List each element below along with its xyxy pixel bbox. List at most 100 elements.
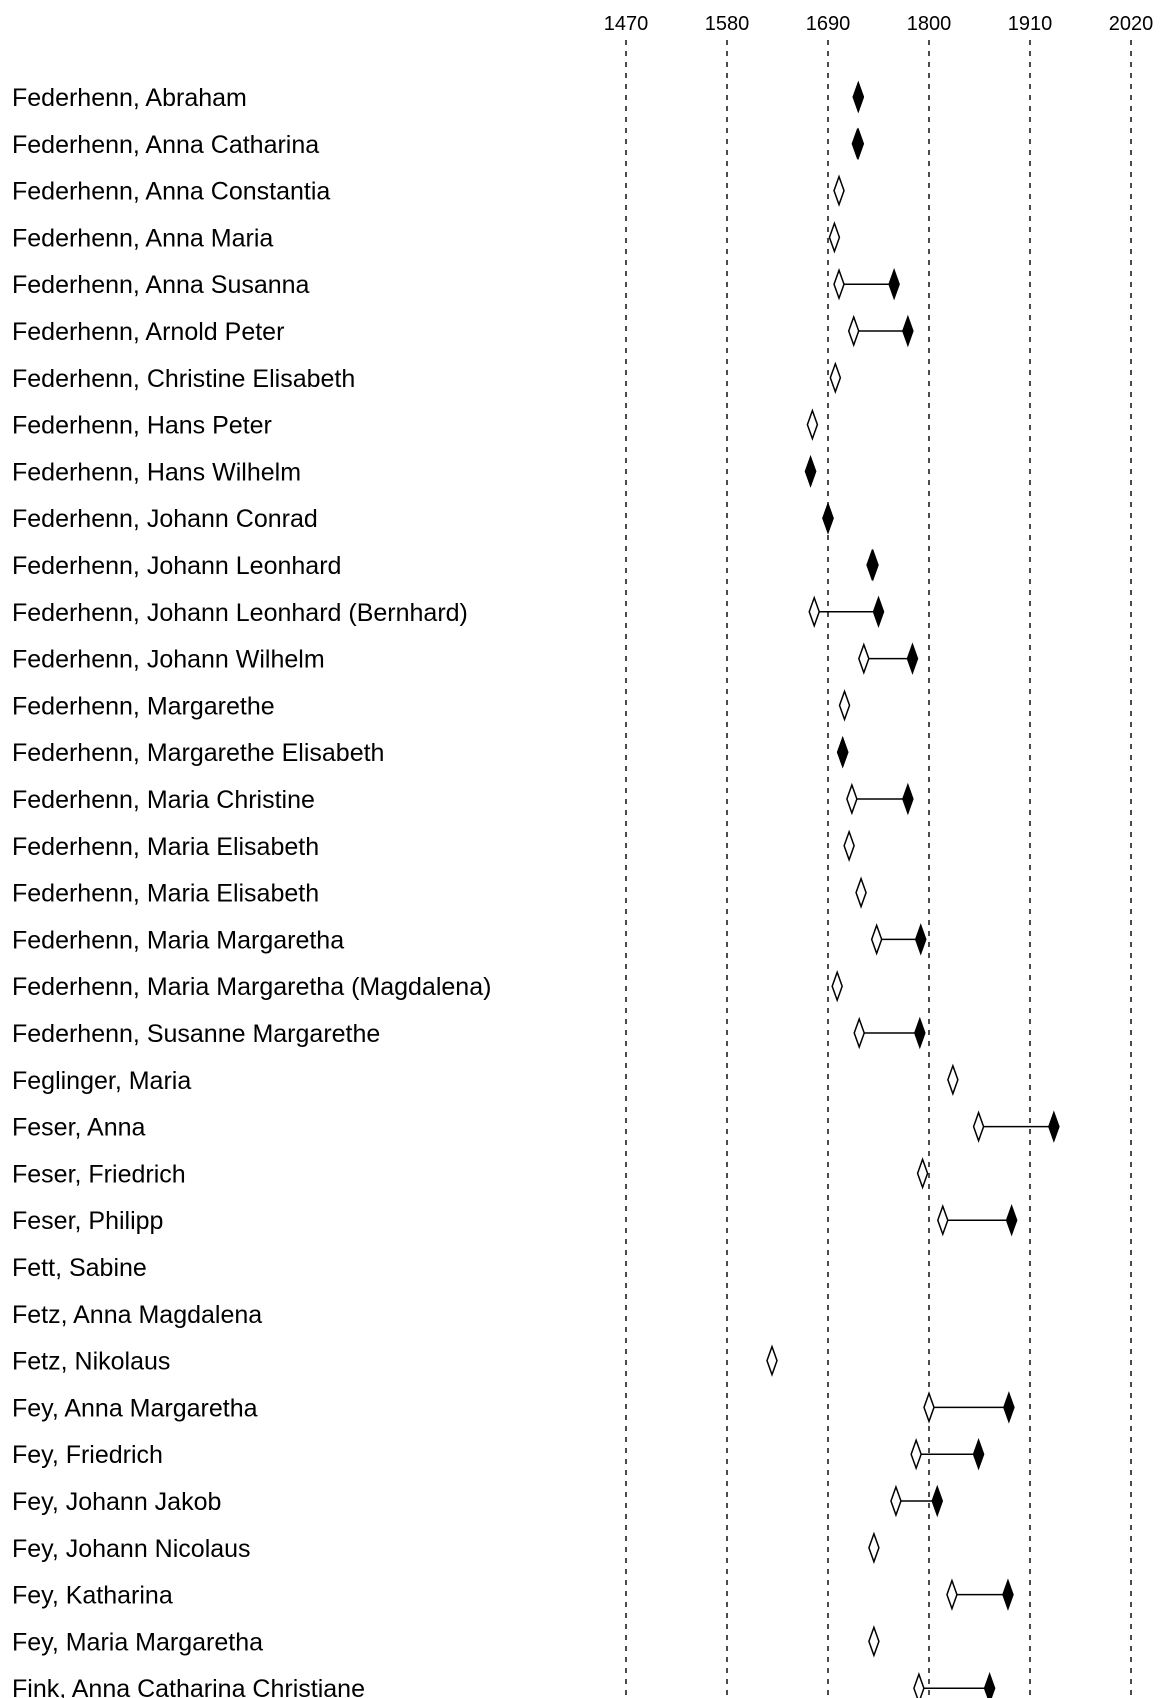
open-diamond-marker — [831, 969, 843, 1003]
filled-diamond-marker — [852, 127, 865, 161]
x-tick-label: 1470 — [604, 13, 649, 35]
filled-diamond-marker — [852, 80, 865, 114]
person-name: Fink, Anna Catharina Christiane — [12, 1675, 365, 1698]
open-diamond-marker — [766, 1344, 778, 1377]
person-name: Fey, Johann Jakob — [12, 1488, 221, 1516]
person-name: Federhenn, Susanne Margarethe — [12, 1020, 380, 1048]
person-name: Federhenn, Arnold Peter — [12, 318, 284, 346]
filled-diamond-marker — [931, 1484, 944, 1518]
filled-diamond-marker — [872, 595, 885, 629]
person-row: Federhenn, Arnold Peter — [12, 314, 914, 348]
filled-diamond-marker — [1002, 1578, 1014, 1611]
person-row: Federhenn, Anna Constantia — [12, 174, 845, 207]
filled-diamond-marker — [906, 642, 919, 675]
person-name: Fett, Sabine — [12, 1254, 147, 1282]
person-row: Fetz, Nikolaus — [12, 1344, 778, 1377]
filled-diamond-marker — [914, 1016, 926, 1050]
person-row: Feglinger, Maria — [12, 1063, 959, 1097]
person-name: Federhenn, Maria Christine — [12, 786, 315, 814]
x-tick-label: 1910 — [1008, 13, 1053, 35]
person-name: Federhenn, Johann Leonhard — [12, 552, 341, 580]
vertical-gridlines — [625, 40, 1132, 1698]
person-name: Federhenn, Maria Elisabeth — [12, 833, 319, 861]
open-diamond-marker — [829, 361, 842, 395]
person-name: Federhenn, Anna Catharina — [12, 131, 319, 159]
filled-diamond-marker — [804, 455, 817, 488]
person-name: Fey, Johann Nicolaus — [12, 1535, 251, 1563]
open-diamond-marker — [828, 221, 841, 254]
person-name: Fetz, Anna Magdalena — [12, 1301, 262, 1329]
person-name: Fey, Katharina — [12, 1582, 173, 1610]
x-tick-label: 1690 — [806, 13, 851, 35]
x-axis-tick-labels: 1470 1580 1690 1800 1910 2020 — [604, 13, 1154, 35]
open-diamond-marker — [868, 1625, 880, 1658]
person-row: Fey, Friedrich — [12, 1437, 985, 1471]
open-diamond-marker — [838, 689, 851, 722]
open-diamond-marker — [847, 314, 860, 348]
person-row: Federhenn, Anna Susanna — [12, 267, 900, 301]
person-row: Fey, Maria Margaretha — [12, 1625, 880, 1658]
open-diamond-marker — [916, 1157, 929, 1190]
person-row: Fetz, Anna Magdalena — [12, 1301, 262, 1329]
open-diamond-marker — [923, 1391, 935, 1424]
person-name: Federhenn, Maria Margaretha — [12, 926, 344, 954]
filled-diamond-marker — [902, 314, 914, 348]
open-diamond-marker — [843, 829, 855, 863]
filled-diamond-marker — [836, 735, 849, 769]
person-name: Federhenn, Abraham — [12, 84, 247, 112]
person-row: Fey, Katharina — [12, 1578, 1014, 1611]
person-name: Fey, Anna Margaretha — [12, 1394, 258, 1422]
person-row: Federhenn, Susanne Margarethe — [12, 1016, 926, 1050]
person-row: Federhenn, Anna Maria — [12, 221, 841, 254]
person-row: Federhenn, Hans Peter — [12, 408, 819, 441]
person-name: Feser, Friedrich — [12, 1160, 186, 1188]
person-row: Federhenn, Hans Wilhelm — [12, 455, 817, 488]
person-row: Federhenn, Margarethe — [12, 689, 851, 722]
filled-diamond-marker — [902, 782, 914, 816]
person-name: Fey, Maria Margaretha — [12, 1628, 263, 1656]
x-tick-label: 2020 — [1109, 13, 1154, 35]
person-row: Federhenn, Maria Margaretha (Magdalena) — [12, 969, 843, 1003]
person-row: Federhenn, Maria Elisabeth — [12, 829, 855, 863]
open-diamond-marker — [936, 1203, 949, 1237]
filled-diamond-marker — [914, 923, 927, 956]
person-row: Federhenn, Johann Conrad — [12, 501, 834, 535]
open-diamond-marker — [833, 267, 845, 301]
person-row: Fey, Johann Nicolaus — [12, 1531, 880, 1565]
person-row: Federhenn, Anna Catharina — [12, 127, 865, 161]
filled-diamond-marker — [867, 548, 879, 582]
filled-diamond-marker — [822, 501, 834, 535]
person-row: Federhenn, Maria Elisabeth — [12, 876, 867, 909]
person-name: Federhenn, Margarethe — [12, 692, 275, 720]
open-diamond-marker — [808, 595, 821, 629]
person-name: Federhenn, Maria Elisabeth — [12, 880, 319, 908]
filled-diamond-marker — [983, 1671, 996, 1698]
person-row: Federhenn, Johann Wilhelm — [12, 642, 919, 675]
person-name: Federhenn, Anna Constantia — [12, 178, 330, 206]
person-row: Feser, Philipp — [12, 1203, 1018, 1237]
person-row: Federhenn, Christine Elisabeth — [12, 361, 842, 395]
person-name: Federhenn, Johann Leonhard (Bernhard) — [12, 599, 468, 627]
person-row: Feser, Friedrich — [12, 1157, 929, 1190]
open-diamond-marker — [890, 1484, 902, 1518]
open-diamond-marker — [853, 1016, 866, 1050]
person-row: Fey, Anna Margaretha — [12, 1391, 1015, 1424]
filled-diamond-marker — [1005, 1203, 1018, 1237]
person-row: Federhenn, Johann Leonhard (Bernhard) — [12, 595, 885, 629]
open-diamond-marker — [806, 408, 819, 441]
person-name: Fetz, Nikolaus — [12, 1348, 170, 1376]
person-row: Fett, Sabine — [12, 1254, 147, 1282]
open-diamond-marker — [972, 1110, 985, 1143]
person-name: Federhenn, Maria Margaretha (Magdalena) — [12, 973, 491, 1001]
person-name: Federhenn, Anna Susanna — [12, 271, 310, 299]
filled-diamond-marker — [972, 1437, 985, 1471]
open-diamond-marker — [846, 782, 858, 816]
x-tick-label: 1800 — [907, 13, 952, 35]
person-name: Federhenn, Anna Maria — [12, 224, 273, 252]
open-diamond-marker — [833, 174, 845, 207]
open-diamond-marker — [947, 1063, 959, 1097]
person-row: Federhenn, Maria Christine — [12, 782, 914, 816]
filled-diamond-marker — [1048, 1110, 1060, 1143]
person-row: Fink, Anna Catharina Christiane — [12, 1671, 996, 1698]
open-diamond-marker — [946, 1578, 958, 1611]
